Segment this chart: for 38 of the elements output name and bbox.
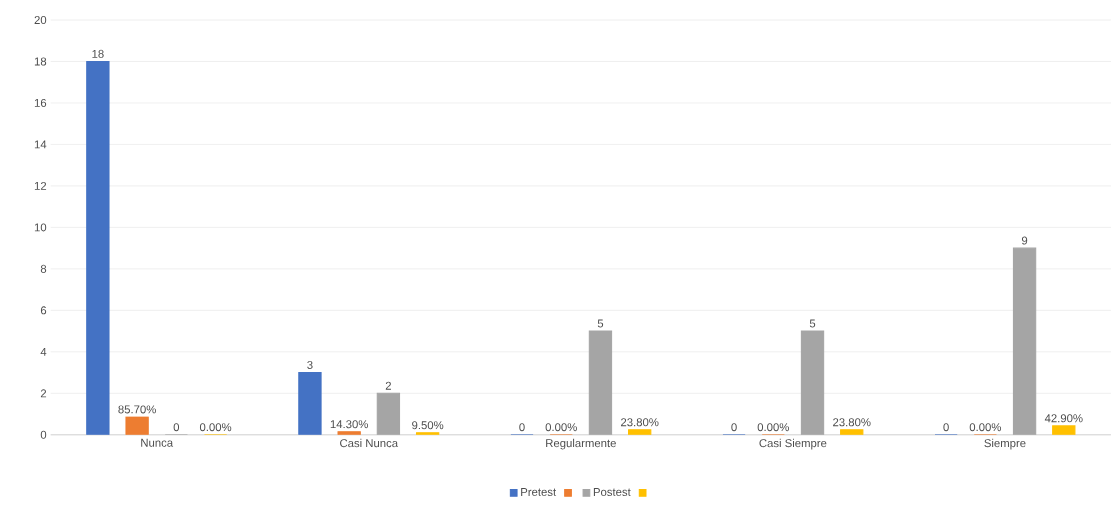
y-tick-label: 16 bbox=[34, 98, 47, 107]
x-tick-label: Casi Nunca bbox=[340, 438, 399, 447]
data-label: 2 bbox=[385, 381, 391, 390]
data-label: 0.00% bbox=[757, 422, 789, 431]
legend-label: Pretest bbox=[521, 487, 557, 496]
y-tick-label: 14 bbox=[34, 140, 47, 149]
data-label: 0 bbox=[943, 422, 949, 431]
y-tick-label: 18 bbox=[34, 57, 47, 66]
data-label: 0.00% bbox=[545, 422, 577, 431]
data-label: 0.00% bbox=[199, 422, 232, 431]
y-tick-label: 12 bbox=[34, 181, 47, 190]
y-tick-label: 8 bbox=[40, 264, 47, 273]
data-label: 23.80% bbox=[833, 417, 871, 426]
data-label: 0.00% bbox=[969, 422, 1002, 431]
data-label: 85.70% bbox=[118, 405, 156, 414]
data-label: 5 bbox=[809, 319, 816, 328]
data-label: 0 bbox=[731, 422, 737, 431]
data-label: 42.90% bbox=[1044, 414, 1083, 423]
data-label: 0 bbox=[519, 422, 525, 431]
x-tick-label: Nunca bbox=[141, 438, 174, 447]
x-tick-label: Casi Siempre bbox=[759, 438, 827, 450]
y-tick-label: 2 bbox=[40, 389, 47, 398]
data-label: 23.80% bbox=[621, 417, 659, 426]
y-tick-label: 0 bbox=[40, 430, 47, 439]
data-label: 14.30% bbox=[330, 419, 368, 428]
legend-label: Postest bbox=[593, 487, 631, 496]
y-tick-label: 20 bbox=[34, 15, 47, 24]
x-tick-label: Siempre bbox=[984, 438, 1026, 450]
x-tick-label: Regularmente bbox=[546, 438, 616, 450]
data-label: 18 bbox=[92, 49, 104, 58]
data-label: 9.50% bbox=[412, 420, 444, 429]
data-label: 9 bbox=[1021, 236, 1028, 245]
data-label: 3 bbox=[307, 360, 313, 369]
y-tick-label: 4 bbox=[40, 347, 47, 356]
y-tick-label: 6 bbox=[40, 306, 47, 315]
data-label: 5 bbox=[597, 319, 604, 328]
data-label: 0 bbox=[173, 422, 180, 431]
y-tick-label: 10 bbox=[34, 223, 47, 232]
